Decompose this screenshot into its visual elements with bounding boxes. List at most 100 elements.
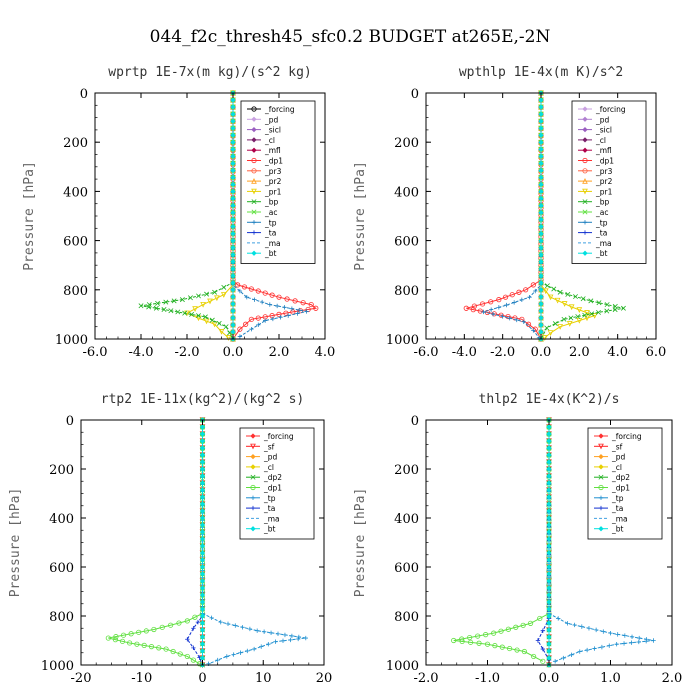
series-point xyxy=(538,252,544,258)
x-tick-label: -2.0 xyxy=(413,671,438,686)
y-axis-label: Pressure [hPa] xyxy=(353,488,368,598)
series-point xyxy=(215,657,220,663)
legend: _forcing_pd _sicl_cl_mfl _dp1_pr3_pr2_pr1 _… xyxy=(571,100,647,264)
legend-label: _cl xyxy=(264,136,275,145)
series-point xyxy=(261,629,267,634)
series-point xyxy=(230,146,236,152)
series-point xyxy=(521,648,528,655)
series-point xyxy=(259,644,264,649)
series-point xyxy=(274,303,280,309)
series-point xyxy=(112,637,119,643)
series-point xyxy=(629,640,634,645)
y-tick-label: 200 xyxy=(394,136,419,151)
series-point xyxy=(230,230,236,237)
series-point xyxy=(288,637,293,643)
series-point xyxy=(204,291,210,297)
legend-label: _mfl xyxy=(264,146,281,155)
series-point xyxy=(230,315,236,321)
series-point xyxy=(566,321,573,327)
series-point xyxy=(538,301,544,307)
series-point xyxy=(199,543,206,549)
y-tick-label: 800 xyxy=(49,610,74,625)
series-point xyxy=(233,623,238,628)
legend-marker xyxy=(582,209,588,215)
series-point xyxy=(168,622,174,628)
legend-marker xyxy=(598,526,604,532)
series-point xyxy=(483,632,489,638)
legend-label: _dp2 xyxy=(611,473,630,482)
y-tick-label: 400 xyxy=(394,512,419,527)
series-point xyxy=(502,294,509,300)
series-point xyxy=(105,635,111,641)
series-point xyxy=(218,619,223,625)
legend: _forcing_sf _pd_cl_dp2 _dp1_tp_ta_ma _bt xyxy=(239,427,315,540)
series-point xyxy=(509,292,515,298)
series-dp1 xyxy=(451,417,552,664)
legend-marker xyxy=(251,220,257,225)
series-point xyxy=(113,634,119,640)
y-tick-label: 600 xyxy=(63,235,88,250)
legend-label: _ma xyxy=(611,514,628,523)
series-point xyxy=(159,624,165,630)
series-point xyxy=(541,335,548,341)
series-point xyxy=(225,335,232,341)
series-point xyxy=(498,628,504,634)
series-point xyxy=(467,639,474,645)
series-point xyxy=(546,599,552,605)
series-point xyxy=(207,298,213,305)
y-tick-label: 0 xyxy=(66,414,74,429)
chart-panel-1: wprtp 1E-7x(m kg)/(s^2 kg) Pressure [hPa]… xyxy=(22,65,335,360)
series-point xyxy=(199,480,206,486)
series-point xyxy=(191,645,196,651)
series-point xyxy=(221,284,227,290)
series-point xyxy=(538,315,544,321)
series-point xyxy=(230,266,236,272)
series-point xyxy=(622,633,628,638)
series-point xyxy=(230,223,236,230)
series-point xyxy=(230,97,236,103)
series-point xyxy=(527,620,534,626)
series-point xyxy=(557,324,564,330)
series-point xyxy=(295,636,301,642)
legend-marker xyxy=(251,188,257,195)
series-point xyxy=(249,326,254,332)
series-point xyxy=(179,297,185,303)
series-point xyxy=(546,578,552,584)
series-point xyxy=(230,167,236,173)
series-point xyxy=(546,522,552,528)
legend-marker xyxy=(250,453,256,460)
legend-label: _bt xyxy=(595,249,608,258)
legend-label: _pd xyxy=(263,453,278,462)
series-line xyxy=(537,420,550,661)
series-point xyxy=(538,308,544,314)
x-tick-label: 0.0 xyxy=(531,345,552,360)
series-point xyxy=(568,304,575,311)
series-point xyxy=(230,209,236,216)
legend-label: _bp xyxy=(595,198,610,207)
legend-marker xyxy=(598,464,604,470)
series-point xyxy=(262,290,268,296)
y-tick-label: 200 xyxy=(394,463,419,478)
x-tick-label: 4.0 xyxy=(607,345,628,360)
series-point xyxy=(248,316,254,322)
series-point xyxy=(546,613,552,619)
series-point xyxy=(187,295,193,301)
series-point xyxy=(248,286,254,292)
series-point xyxy=(199,571,206,577)
series-point xyxy=(171,298,177,304)
series-point xyxy=(470,307,476,313)
legend-label: _dp2 xyxy=(263,473,282,482)
series-point xyxy=(588,298,594,304)
legend: _forcing_sf _pd_cl_dp2 _dp1_tp_ta_ma _bt xyxy=(587,427,663,540)
series-point xyxy=(230,252,236,258)
series-point xyxy=(554,297,561,304)
series-point xyxy=(552,321,558,327)
series-point xyxy=(538,132,544,138)
series-point xyxy=(546,431,552,437)
legend-marker xyxy=(598,443,604,450)
legend-label: _pd xyxy=(611,453,626,462)
series-point xyxy=(214,295,220,302)
series-point xyxy=(224,654,229,659)
legend-label: _mfl xyxy=(595,146,612,155)
